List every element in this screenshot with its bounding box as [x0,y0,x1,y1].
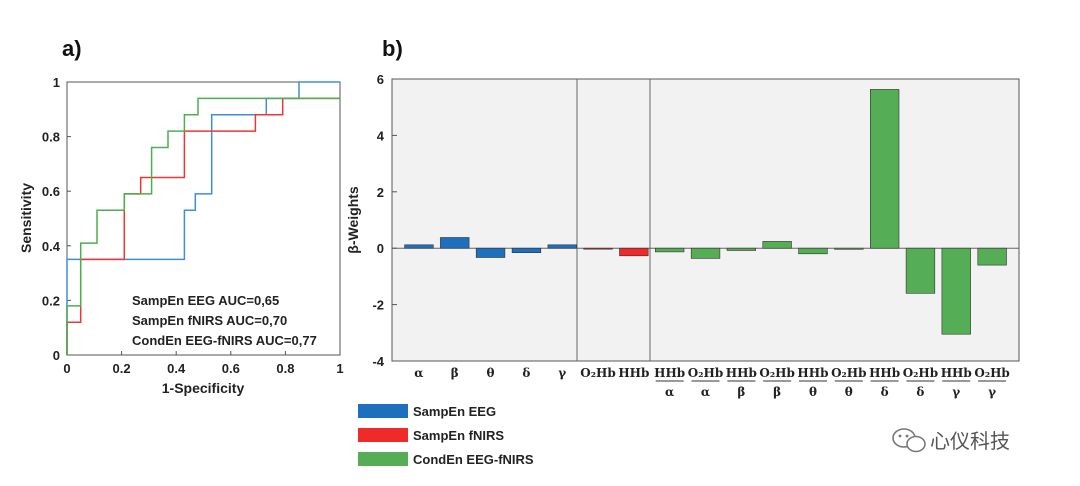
beta-category-label: O₂Hb [688,366,723,380]
auc-annotation-eeg: SampEn EEG AUC=0,65 [132,293,279,308]
beta-bar [869,89,900,249]
legend-swatch-sampen-fnirs [358,428,408,442]
beta-bar [941,247,971,335]
beta-category-label: γ [558,366,566,380]
roc-y-tick-label: 0.6 [42,184,60,199]
panel-b-label: b) [382,36,403,61]
beta-category-label: HHb [797,366,828,380]
beta-category-sublabel: γ [952,385,960,399]
beta-axes-box [391,78,1020,362]
legend-swatch-condet-eeg-fnirs [358,452,408,466]
beta-category-sublabel: δ [881,385,889,399]
roc-series [66,81,340,355]
roc-x-tick-label: 1 [336,361,343,376]
beta-bar [440,237,470,249]
beta-bar [690,247,721,259]
roc-y-tick-label: 0.8 [42,130,60,145]
beta-bar [547,244,577,249]
beta-category-label: HHb [869,366,900,380]
beta-bar [798,247,828,255]
beta-bar [726,247,757,251]
roc-plot: 0 0.2 0.4 0.6 0.8 1 0 0.2 0.4 0.6 0.8 1 1-Specifici… [18,75,344,396]
wechat-icon [892,428,926,453]
beta-bar [905,247,936,294]
roc-y-axis-label: Sensitivity [18,183,34,253]
beta-y-tick-label: 4 [377,128,385,143]
beta-category-labels: α β θ δ γ O₂Hb HHb HHbαO₂HbαHHbβO₂HbβHHbθO₂HbθH… [414,366,1010,399]
legend-label-sampen-eeg: SampEn EEG [413,404,496,419]
beta-category-sublabel: β [773,385,781,399]
beta-category-label: α [414,366,423,380]
beta-category-label: HHb [726,366,757,380]
auc-annotation-fnirs: SampEn fNIRS AUC=0,70 [132,313,287,328]
roc-x-tick-label: 0.4 [167,361,186,376]
auc-annotation-eeg-fnirs: CondEn EEG-fNIRS AUC=0,77 [132,333,317,348]
beta-category-sublabel: γ [988,385,996,399]
panel-a-label: a) [62,36,82,61]
roc-y-tick-label: 0.2 [42,293,60,308]
beta-category-label: HHb [654,366,685,380]
beta-bar [977,247,1007,266]
legend-label-sampen-fnirs: SampEn fNIRS [413,428,504,443]
beta-y-tick-label: -4 [372,354,384,369]
beta-bar [834,247,864,250]
watermark: 心仪科技 [892,428,1010,453]
beta-bar [404,244,434,249]
beta-y-ticks: -4 -2 0 2 4 6 [372,72,397,369]
beta-category-sublabel: θ [809,385,817,399]
beta-category-sublabel: δ [916,385,924,399]
beta-category-label: O₂Hb [974,366,1009,380]
roc-y-tick-label: 1 [53,75,60,90]
roc-line-conden-eeg-fnirs [66,97,340,355]
beta-y-tick-label: 2 [377,185,384,200]
beta-category-sublabel: β [737,385,745,399]
beta-category-sublabel: α [665,385,674,399]
roc-x-tick-label: 0.6 [222,361,240,376]
beta-category-label: O₂Hb [759,366,794,380]
beta-y-axis-label: β-Weights [345,186,361,254]
beta-bar [619,247,649,257]
beta-y-tick-label: -2 [372,298,384,313]
beta-category-label: δ [522,366,530,380]
roc-x-tick-label: 0 [63,361,70,376]
watermark-text: 心仪科技 [930,429,1010,453]
beta-category-sublabel: α [701,385,710,399]
beta-category-sublabel: θ [845,385,853,399]
legend-swatch-sampen-eeg [358,404,408,418]
roc-x-tick-label: 0.8 [276,361,294,376]
beta-category-label: β [451,366,459,380]
roc-ticks: 0 0.2 0.4 0.6 0.8 1 0 0.2 0.4 0.6 0.8 1 [42,75,344,376]
legend: SampEn EEG SampEn fNIRS CondEn EEG-fNIRS [358,404,534,467]
beta-category-label: O₂Hb [903,366,938,380]
beta-bar [654,247,685,253]
roc-x-axis-label: 1-Specificity [162,380,245,396]
beta-category-label: O₂Hb [831,366,866,380]
beta-y-tick-label: 0 [377,241,384,256]
legend-label-condet-eeg-fnirs: CondEn EEG-fNIRS [413,452,534,467]
beta-bar [511,247,542,253]
beta-bar [583,247,613,250]
roc-y-tick-label: 0.4 [42,239,61,254]
beta-y-tick-label: 6 [377,72,384,87]
roc-axes-box [66,81,341,356]
beta-category-label: O₂Hb [580,366,615,380]
beta-bar [475,247,506,258]
beta-bars [404,89,1007,335]
beta-category-label: HHb [618,366,649,380]
beta-category-label: HHb [941,366,972,380]
roc-x-tick-label: 0.2 [113,361,131,376]
roc-y-tick-label: 0 [53,348,60,363]
beta-bar [762,241,792,249]
beta-category-label: θ [487,366,495,380]
